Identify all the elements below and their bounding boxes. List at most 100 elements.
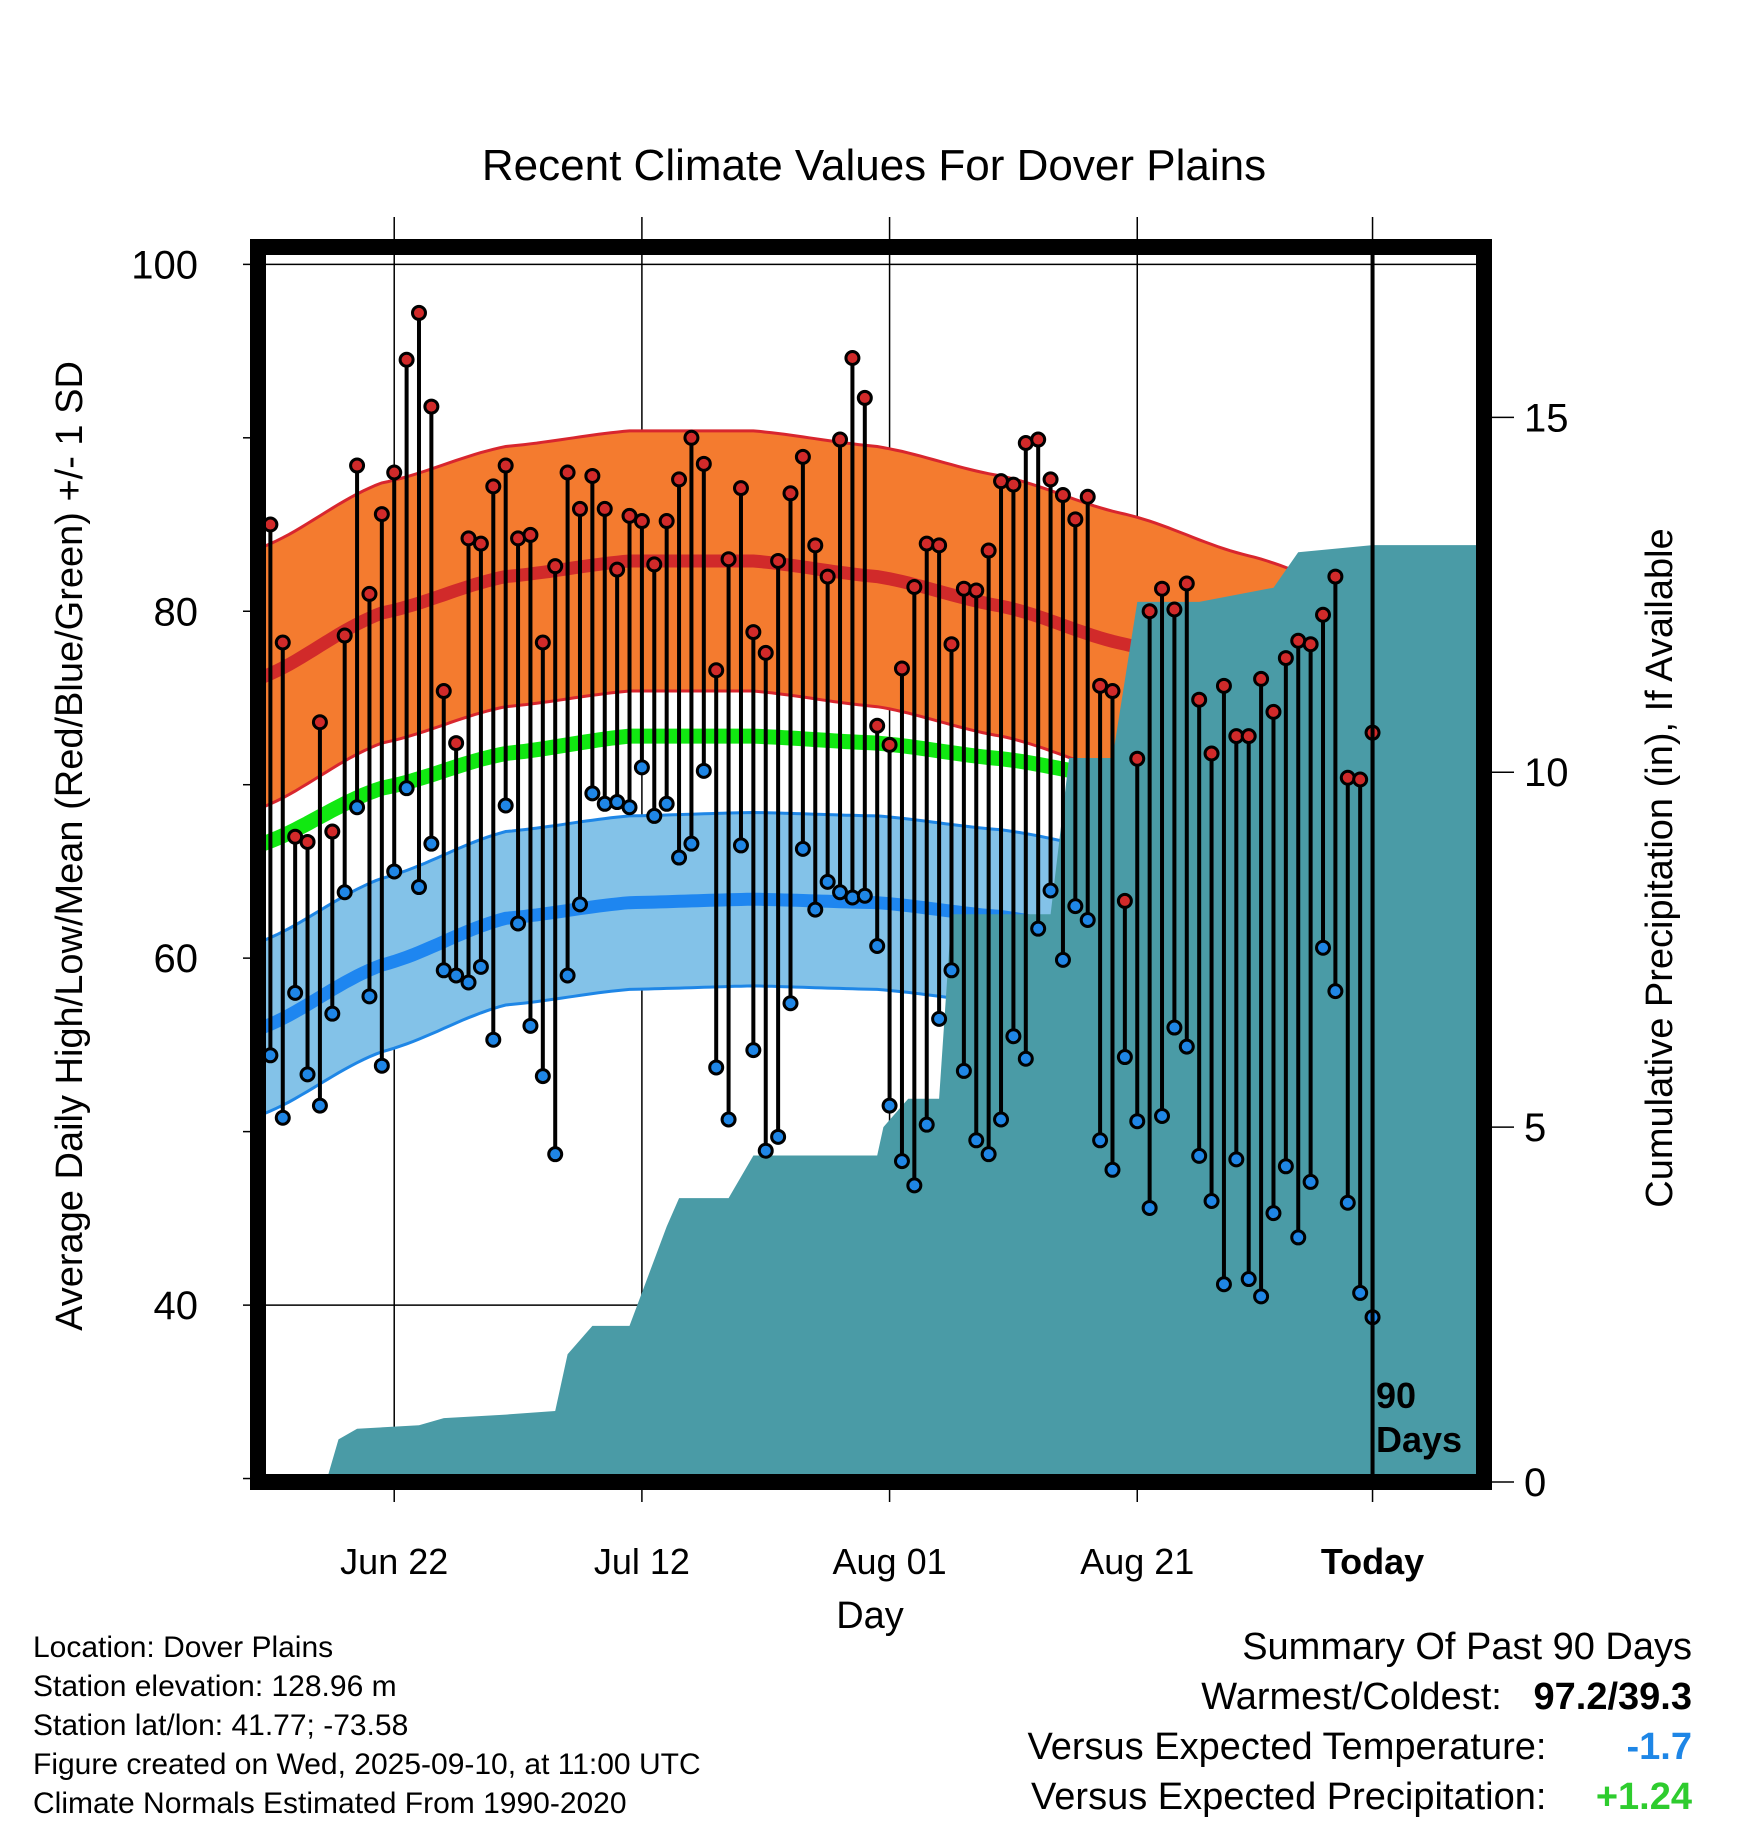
station-info: Location: Dover Plains Station elevation…	[33, 1628, 701, 1823]
daily-high-point	[832, 431, 849, 448]
daily-low-point	[943, 962, 960, 979]
daily-low-point	[1339, 1194, 1356, 1211]
daily-low-point	[386, 863, 403, 880]
summary-panel: Summary Of Past 90 Days Warmest/Coldest:…	[1028, 1622, 1692, 1822]
daily-low-point	[1203, 1193, 1220, 1210]
daily-low-point	[497, 797, 514, 814]
summary-warm-cold-value: 97.2/39.3	[1533, 1676, 1692, 1718]
daily-high-point	[398, 351, 415, 368]
daily-high-point	[1030, 431, 1047, 448]
daily-high-point	[782, 485, 799, 502]
daily-low-point	[287, 984, 304, 1001]
daily-low-point	[1141, 1199, 1158, 1216]
x-tick-label: Today	[1321, 1541, 1424, 1582]
daily-low-point	[547, 1146, 564, 1163]
daily-low-point	[794, 840, 811, 857]
daily-low-point	[708, 1059, 725, 1076]
daily-low-point	[1154, 1108, 1171, 1125]
daily-low-point	[398, 780, 415, 797]
daily-high-point	[918, 535, 935, 552]
daily-high-point	[1265, 703, 1282, 720]
daily-low-point	[584, 785, 601, 802]
daily-low-point	[596, 795, 613, 812]
daily-low-point	[931, 1010, 948, 1027]
daily-low-point	[745, 1042, 762, 1059]
info-elevation: Station elevation: 128.96 m	[33, 1670, 397, 1703]
daily-stems	[268, 312, 1375, 1318]
y-tick-label: 40	[154, 1284, 199, 1328]
daily-low-point	[324, 1005, 341, 1022]
daily-high-point	[943, 636, 960, 653]
x-tick-label: Aug 01	[833, 1541, 947, 1582]
daily-low-point	[373, 1057, 390, 1074]
daily-high-point	[1178, 575, 1195, 592]
daily-low-point	[819, 873, 836, 890]
summary-warm-cold-row: Warmest/Coldest: 97.2/39.3	[1028, 1672, 1692, 1722]
daily-low-point	[1302, 1173, 1319, 1190]
daily-dots	[262, 304, 1381, 1326]
daily-low-point	[1215, 1276, 1232, 1293]
daily-low-point	[1191, 1147, 1208, 1164]
daily-low-point	[856, 887, 873, 904]
daily-high-point	[1339, 769, 1356, 786]
daily-low-point	[980, 1146, 997, 1163]
daily-low-point	[658, 795, 675, 812]
daily-high-point	[968, 582, 985, 599]
daily-low-point	[906, 1177, 923, 1194]
y2-tick-label: 0	[1524, 1461, 1546, 1505]
daily-high-point	[336, 627, 353, 644]
daily-low-point	[349, 799, 366, 816]
daily-high-point	[1240, 728, 1257, 745]
daily-low-point	[1129, 1113, 1146, 1130]
daily-high-point	[349, 457, 366, 474]
daily-high-point	[770, 552, 787, 569]
daily-low-point	[1277, 1158, 1294, 1175]
daily-low-point	[1104, 1161, 1121, 1178]
daily-low-point	[1005, 1028, 1022, 1045]
daily-low-point	[1092, 1132, 1109, 1149]
x-axis-label: Day	[836, 1595, 904, 1637]
daily-low-point	[1178, 1038, 1195, 1055]
daily-high-point	[1129, 750, 1146, 767]
y2-tick-label: 10	[1524, 751, 1569, 795]
daily-high-point	[757, 644, 774, 661]
daily-high-point	[1166, 601, 1183, 618]
daily-high-point	[646, 556, 663, 573]
daily-low-point	[1079, 912, 1096, 929]
cumulative-precipitation-area	[258, 545, 1484, 1482]
daily-high-point	[1154, 580, 1171, 597]
summary-temp-label: Versus Expected Temperature:	[1027, 1726, 1547, 1768]
daily-low-point	[1030, 920, 1047, 937]
high-band-upper-edge	[257, 429, 1485, 648]
daily-low-point	[683, 835, 700, 852]
daily-low-point	[621, 799, 638, 816]
daily-low-point	[472, 958, 489, 975]
info-location: Location: Dover Plains	[33, 1631, 334, 1664]
daily-high-point	[423, 398, 440, 415]
daily-high-point	[695, 455, 712, 472]
daily-high-point	[881, 736, 898, 753]
daily-high-point	[658, 513, 675, 530]
daily-low-point	[274, 1109, 291, 1126]
daily-high-point	[609, 561, 626, 578]
x-tick-label: Jun 22	[340, 1541, 448, 1582]
daily-high-point	[683, 429, 700, 446]
daily-high-point	[856, 389, 873, 406]
daily-high-point	[1005, 476, 1022, 493]
daily-high-point	[274, 634, 291, 651]
daily-high-point	[1315, 606, 1332, 623]
daily-low-point	[1067, 898, 1084, 915]
daily-high-point	[584, 467, 601, 484]
daily-high-point	[571, 500, 588, 517]
y-tick-label: 80	[154, 590, 199, 634]
daily-low-point	[671, 849, 688, 866]
daily-high-point	[361, 585, 378, 602]
y-tick-label: 100	[131, 243, 198, 287]
daily-high-point	[1203, 745, 1220, 762]
daily-high-point	[1253, 670, 1270, 687]
daily-high-point	[819, 568, 836, 585]
daily-low-point	[1253, 1288, 1270, 1305]
plot-frame	[250, 239, 1492, 1490]
summary-heading: Summary Of Past 90 Days	[1242, 1626, 1692, 1668]
daily-low-point	[299, 1066, 316, 1083]
